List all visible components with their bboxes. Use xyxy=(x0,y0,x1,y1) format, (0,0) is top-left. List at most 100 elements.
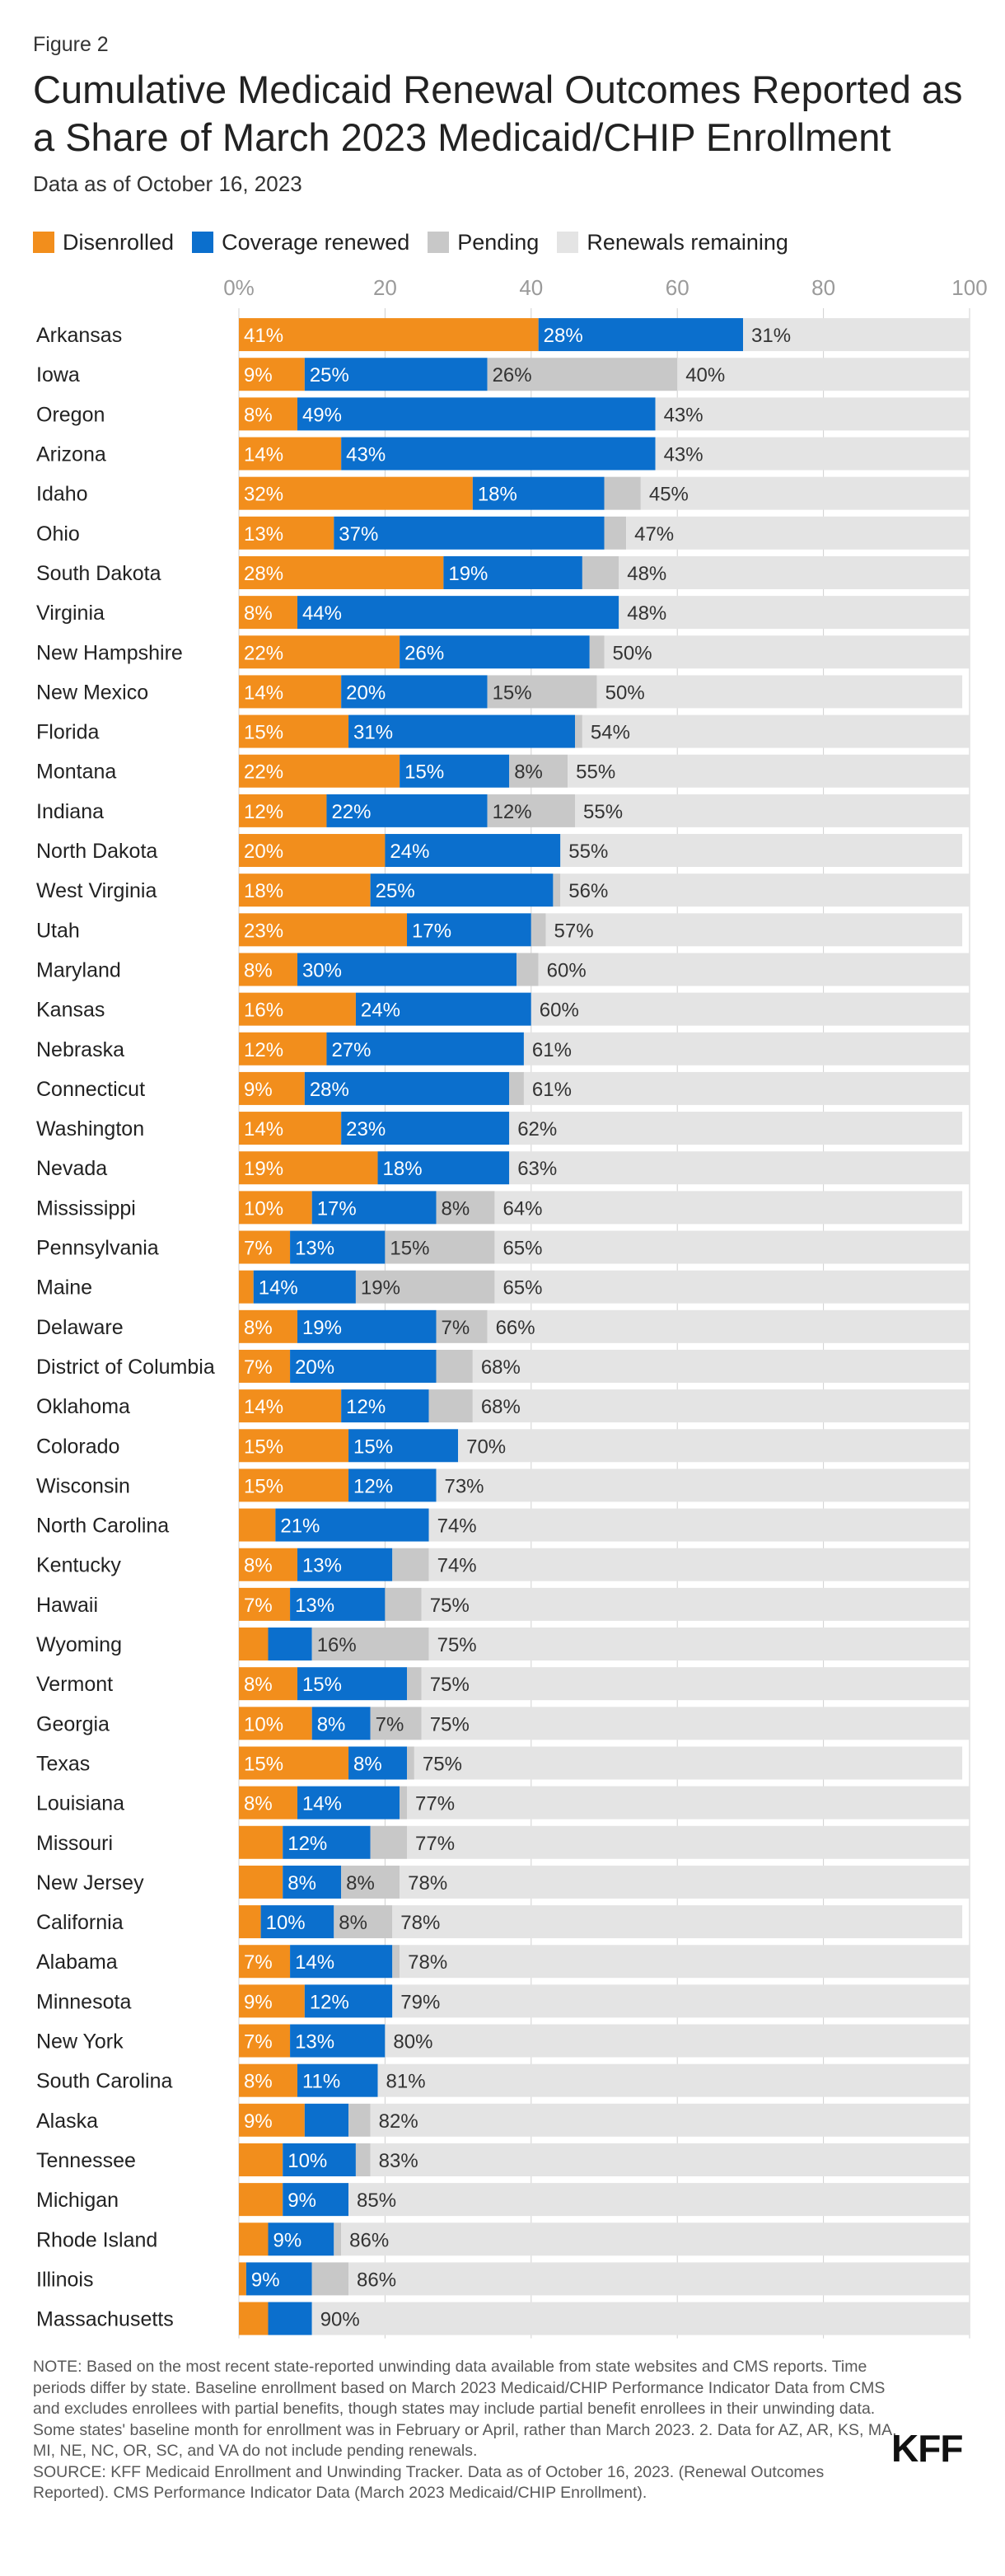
data-label-pending: 12% xyxy=(493,801,532,823)
data-label-renewed: 8% xyxy=(287,1872,316,1895)
data-label-renewed: 24% xyxy=(361,1000,400,1022)
bar-segment-disenrolled xyxy=(239,516,334,550)
data-label-remaining: 73% xyxy=(444,1475,484,1497)
data-label-remaining: 50% xyxy=(613,642,652,664)
bar-segment-remaining xyxy=(655,397,970,431)
data-label-renewed: 14% xyxy=(295,1951,334,1974)
bar-segment-disenrolled xyxy=(239,953,297,986)
data-label-disenrolled: 8% xyxy=(244,602,273,625)
bar-segment-disenrolled xyxy=(239,635,400,669)
x-tick-label: 80 xyxy=(811,275,835,300)
data-label-remaining: 61% xyxy=(532,1039,572,1061)
data-label-renewed: 26% xyxy=(404,642,444,664)
data-label-remaining: 82% xyxy=(379,2110,418,2133)
data-label-pending: 7% xyxy=(376,1713,404,1735)
bar-segment-remaining xyxy=(400,1945,970,1979)
bar-segment-disenrolled xyxy=(239,1230,291,1264)
state-label: North Carolina xyxy=(36,1515,169,1538)
legend-swatch-pending xyxy=(428,232,450,253)
data-label-renewed: 14% xyxy=(302,1793,342,1815)
data-label-remaining: 55% xyxy=(583,801,623,823)
bar-segment-renewed xyxy=(400,754,510,788)
state-label: Ohio xyxy=(36,522,80,546)
data-label-pending: 7% xyxy=(441,1317,470,1339)
bar-segment-disenrolled xyxy=(239,1905,261,1939)
data-label-renewed: 12% xyxy=(346,1396,386,1418)
data-label-remaining: 74% xyxy=(437,1515,477,1538)
data-label-remaining: 66% xyxy=(496,1317,535,1339)
bar-segment-remaining xyxy=(494,1230,970,1264)
data-label-remaining: 48% xyxy=(627,602,666,625)
bar-segment-renewed xyxy=(297,953,517,986)
data-label-disenrolled: 8% xyxy=(244,1674,273,1696)
x-tick-label: 40 xyxy=(519,275,543,300)
bar-segment-renewed xyxy=(290,1349,437,1383)
legend-swatch-disenrolled xyxy=(33,232,54,253)
figure-label: Figure 2 xyxy=(33,33,109,56)
bar-segment-renewed xyxy=(311,1707,371,1740)
bar-segment-renewed xyxy=(370,873,554,907)
data-label-remaining: 86% xyxy=(357,2269,396,2291)
data-label-remaining: 79% xyxy=(400,1991,440,2013)
bar-segment-renewed xyxy=(304,358,488,391)
bar-segment-pending xyxy=(436,1309,488,1343)
data-label-remaining: 55% xyxy=(576,761,615,784)
state-label: Pennsylvania xyxy=(36,1237,159,1260)
bar-segment-remaining xyxy=(743,318,970,352)
data-label-renewed: 19% xyxy=(448,563,488,585)
x-tick-label: 100 xyxy=(951,275,987,300)
state-label: Virginia xyxy=(36,602,105,625)
bar-segment-renewed xyxy=(341,437,656,471)
bar-segment-pending xyxy=(355,1270,495,1304)
bar-segment-disenrolled xyxy=(239,2143,283,2176)
bar-segment-remaining xyxy=(494,1270,970,1304)
state-label: District of Columbia xyxy=(36,1356,215,1379)
data-label-remaining: 55% xyxy=(568,841,608,863)
state-label: Connecticut xyxy=(36,1078,145,1101)
legend-item-renewals-remaining: Renewals remaining xyxy=(557,230,788,255)
bar-segment-disenrolled xyxy=(239,1349,291,1383)
bar-segment-disenrolled xyxy=(239,1945,291,1979)
data-label-remaining: 77% xyxy=(415,1793,455,1815)
data-label-renewed: 8% xyxy=(353,1753,382,1775)
bar-segment-pending xyxy=(334,2222,342,2256)
data-label-remaining: 77% xyxy=(415,1833,455,1855)
bar-segment-remaining xyxy=(348,2262,970,2296)
data-label-disenrolled: 7% xyxy=(244,1595,273,1617)
data-label-renewed: 21% xyxy=(280,1515,320,1538)
bar-segment-remaining xyxy=(377,2063,970,2097)
data-label-pending: 8% xyxy=(441,1197,470,1220)
bar-segment-renewed xyxy=(297,1309,437,1343)
state-label: New Jersey xyxy=(36,1871,144,1895)
note-text: NOTE: Based on the most recent state-rep… xyxy=(33,2358,897,2460)
state-label: California xyxy=(36,1911,124,1934)
data-label-disenrolled: 18% xyxy=(244,880,283,902)
state-label: Indiana xyxy=(36,800,104,823)
x-tick-label: 60 xyxy=(666,275,689,300)
state-label: Nevada xyxy=(36,1157,107,1180)
data-label-pending: 19% xyxy=(361,1277,400,1300)
bar-segment-pending xyxy=(407,1667,422,1701)
bar-segment-renewed xyxy=(290,1945,393,1979)
bar-segment-remaining xyxy=(341,2222,970,2256)
bar-segment-disenrolled xyxy=(239,992,356,1026)
data-label-disenrolled: 9% xyxy=(244,364,273,386)
bar-segment-remaining xyxy=(421,1667,970,1701)
bar-segment-remaining xyxy=(407,1786,970,1820)
state-label: Minnesota xyxy=(36,1990,131,2013)
bar-segment-renewed xyxy=(253,1270,356,1304)
data-label-renewed: 13% xyxy=(295,1595,334,1617)
data-label-renewed: 28% xyxy=(310,1079,349,1101)
bar-segment-disenrolled xyxy=(239,675,342,709)
bar-segment-disenrolled xyxy=(239,476,473,510)
data-label-disenrolled: 32% xyxy=(244,484,283,506)
data-label-renewed: 28% xyxy=(544,325,583,347)
data-label-remaining: 48% xyxy=(627,563,666,585)
state-label: Mississippi xyxy=(36,1197,136,1220)
bar-segment-renewed xyxy=(260,1905,334,1939)
bar-segment-renewed xyxy=(348,1746,408,1780)
data-label-pending: 8% xyxy=(346,1872,375,1895)
state-label: Michigan xyxy=(36,2189,119,2212)
data-label-remaining: 54% xyxy=(591,722,630,744)
chart-legend: Disenrolled Coverage renewed Pending Ren… xyxy=(33,227,806,257)
